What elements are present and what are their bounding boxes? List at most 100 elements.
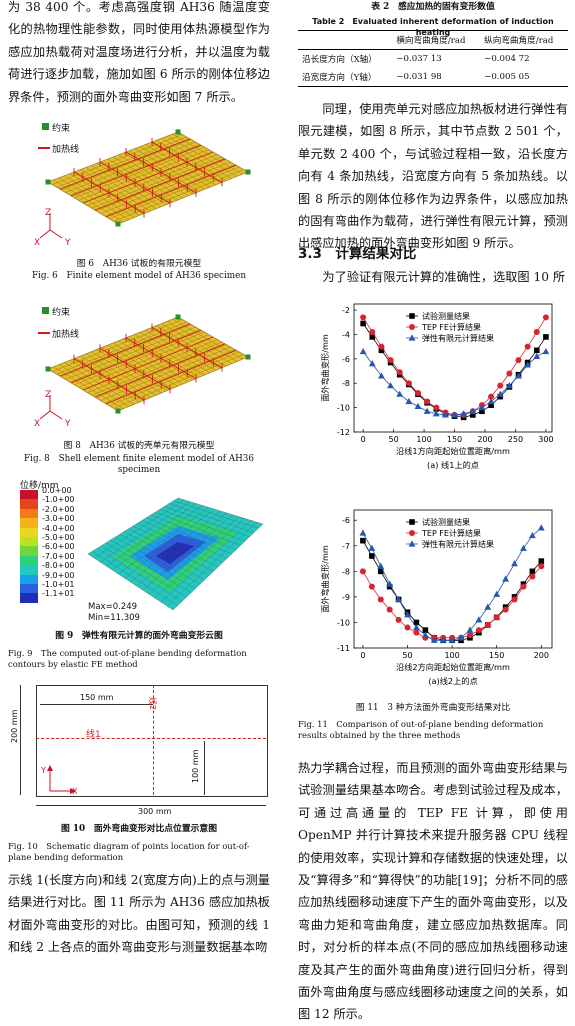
plot-frame <box>353 509 553 649</box>
data-point <box>496 390 504 397</box>
legend-heating-line-label: 加热线 <box>52 330 80 340</box>
x-tick-label: 0 <box>360 651 365 660</box>
dim-line-300 <box>36 805 266 806</box>
x-tick-label: 250 <box>508 435 523 444</box>
line1-label: 线1 <box>86 730 101 740</box>
data-point <box>369 329 376 336</box>
data-point <box>484 622 491 628</box>
series-triangle <box>359 524 545 643</box>
axis-z-label: Z <box>45 208 52 218</box>
y-tick-label: -4 <box>342 330 350 339</box>
specimen-outline <box>36 685 268 797</box>
legend-marker <box>409 519 415 525</box>
legend-value: -1.0+00 <box>42 495 75 505</box>
data-point <box>360 314 367 321</box>
legend-swatch <box>20 508 38 519</box>
data-point <box>395 616 402 623</box>
data-point <box>469 407 477 414</box>
legend-value: 0.0+00 <box>42 486 72 495</box>
x-tick-label: 50 <box>402 651 412 660</box>
y-tick-label: -11 <box>337 644 350 653</box>
legend-marker <box>409 324 415 330</box>
axis-y-label: Y <box>65 419 71 429</box>
data-point <box>451 411 458 418</box>
left-paragraph-1: 为 38 400 个。考虑高强度钢 AH36 随温度变化的热物理性能参数，同时使… <box>8 0 270 104</box>
data-point <box>430 636 438 643</box>
data-point <box>413 629 420 636</box>
heating-line-marker-icon <box>38 332 50 334</box>
data-point <box>378 343 385 350</box>
data-point <box>470 412 476 418</box>
dim-line-150 <box>40 704 153 705</box>
legend-swatch <box>20 499 38 509</box>
constraint-marker <box>115 221 121 227</box>
data-point <box>359 347 367 355</box>
data-point <box>368 360 376 367</box>
right-paragraph-3: 热力学耦合过程，而且预测的面外弯曲变形结果与试验测量结果基本吻合。考虑到试验过程… <box>298 761 568 1022</box>
legend-value: -9.0+00 <box>42 570 75 580</box>
data-point <box>378 347 385 354</box>
figure-9: 位移/mm 0.0+00 -1.0+00 -2.0+00 -3.0+00 -4.0+00… <box>8 476 270 626</box>
data-point <box>441 411 449 418</box>
series-circle <box>359 563 545 641</box>
legend-heating-line-label: 加热线 <box>52 145 80 155</box>
constraint-marker-icon <box>42 123 49 130</box>
chart-1: 0 50 100 150 200 250 300 -2 -4 -6 -8 -10 -12 沿线1方向距起始… <box>320 303 554 470</box>
y-tick-label: -6 <box>342 516 350 525</box>
data-point <box>524 361 532 368</box>
dim-line-200 <box>20 685 21 795</box>
axis-x-label: X <box>72 787 78 796</box>
right-paragraph-2: 为了验证有限元计算的准确性，选取图 10 所 <box>322 270 566 284</box>
data-point <box>413 619 420 626</box>
data-point <box>413 623 420 631</box>
data-point <box>475 616 483 623</box>
data-point <box>529 573 536 580</box>
subplot-caption: (a) 线1上的点 <box>427 460 479 470</box>
legend-swatch <box>20 536 38 547</box>
data-point <box>543 334 549 340</box>
legend-value: -5.0+00 <box>42 532 75 542</box>
table-cell: 沿宽度方向（Y轴） <box>302 73 377 83</box>
data-point <box>475 627 482 634</box>
data-point <box>505 382 513 389</box>
x-tick-label: 0 <box>361 435 366 444</box>
fig11-caption-en: Fig. 11 Comparison of out-of-plane bendi… <box>298 719 544 740</box>
data-point <box>377 596 384 603</box>
subplot-caption: (a)线2上的点 <box>428 676 477 686</box>
legend-constraint-label: 约束 <box>52 308 71 318</box>
data-point <box>421 631 429 638</box>
legend-label: 弹性有限元计算结果 <box>422 539 494 549</box>
legend-value: -1.0+01 <box>42 579 75 589</box>
fig10-caption-en: Fig. 10 Schematic diagram of points loca… <box>8 841 250 862</box>
constraint-marker <box>175 314 181 320</box>
axis-triad-icon <box>39 213 63 239</box>
y-axis-label: 面外弯曲变形/mm <box>320 334 330 402</box>
dim-150-label: 150 mm <box>80 693 114 702</box>
data-point <box>378 372 385 379</box>
x-axis-label: 沿线1方向距起始位置距离/mm <box>396 446 510 456</box>
data-point <box>360 537 366 544</box>
plot-frame <box>353 303 553 433</box>
legend-value: -6.0+00 <box>42 542 75 552</box>
table-header-cell: 横向弯曲角度/rad <box>396 36 466 46</box>
data-point <box>493 614 500 621</box>
y-tick-label: -9 <box>342 593 350 602</box>
constraint-marker <box>45 179 51 185</box>
data-point <box>460 410 468 417</box>
legend-label: 弹性有限元计算结果 <box>422 333 494 343</box>
data-point <box>515 372 522 379</box>
series-line <box>362 317 547 416</box>
constraint-marker <box>115 408 121 414</box>
data-point <box>368 544 376 551</box>
legend-swatch <box>20 565 38 575</box>
table-header-row: 横向弯曲角度/rad 纵向弯曲角度/rad <box>298 31 568 50</box>
axis-x-label: X <box>34 238 41 248</box>
data-point <box>368 583 375 590</box>
figure-10: 150 mm 200 mm 100 mm 300 mm 线1 线2 Y X <box>8 683 270 821</box>
legend-swatch <box>20 490 38 500</box>
table-cell: −0.005 05 <box>484 72 530 82</box>
x-tick-label: 200 <box>534 651 549 660</box>
x-tick-label: 300 <box>538 435 553 444</box>
data-point <box>533 352 541 360</box>
data-point <box>414 389 421 396</box>
